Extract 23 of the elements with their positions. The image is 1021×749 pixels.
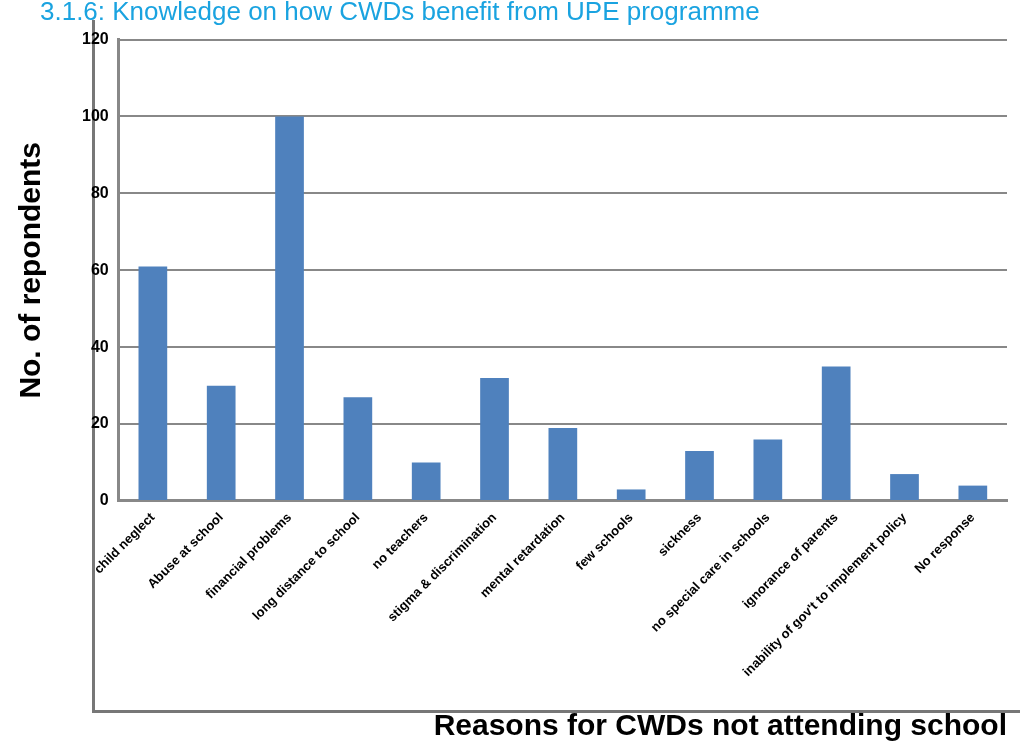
bar [138,266,168,500]
bar [275,116,304,500]
y-tick-label: 60 [90,260,109,278]
bar [753,439,783,500]
bar [206,385,236,500]
bar [411,462,441,500]
y-tick-label: 40 [90,337,109,355]
y-tick-label: 20 [90,414,109,432]
bar [958,485,988,500]
bar [890,474,919,500]
y-tick-label: 100 [81,106,109,124]
chart-title: 3.1.6: Knowledge on how CWDs benefit from UPE programme [40,0,760,27]
bar [821,366,851,500]
bar [685,451,714,500]
bar [480,377,509,500]
y-tick-label: 0 [99,491,109,509]
y-tick-label: 80 [90,183,109,201]
y-axis-title: No. of repondents [13,141,47,399]
x-axis-title: Reasons for CWDs not attending school [433,708,1007,742]
bar [616,489,646,500]
y-tick-label: 120 [81,30,109,48]
bar [548,427,578,500]
bar [343,397,373,500]
